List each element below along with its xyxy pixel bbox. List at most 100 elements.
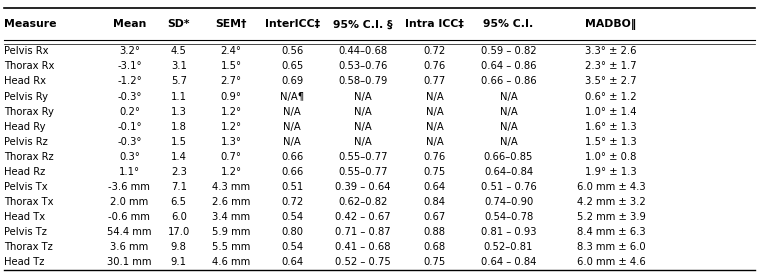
Text: 1.4: 1.4	[171, 152, 187, 162]
Text: 0.64 – 0.86: 0.64 – 0.86	[480, 61, 537, 71]
Text: 2.3° ± 1.7: 2.3° ± 1.7	[585, 61, 637, 71]
Text: 0.44–0.68: 0.44–0.68	[339, 46, 387, 56]
Text: Thorax Ry: Thorax Ry	[4, 107, 54, 117]
Text: 8.4 mm ± 6.3: 8.4 mm ± 6.3	[577, 227, 645, 237]
Text: 1.2°: 1.2°	[221, 107, 241, 117]
Text: Pelvis Tx: Pelvis Tx	[4, 182, 47, 192]
Text: 7.1: 7.1	[171, 182, 187, 192]
Text: N/A: N/A	[499, 92, 518, 102]
Text: 2.4°: 2.4°	[221, 46, 241, 56]
Text: 4.6 mm: 4.6 mm	[212, 257, 250, 267]
Text: 0.62–0.82: 0.62–0.82	[338, 197, 388, 207]
Text: N/A: N/A	[426, 107, 443, 117]
Text: 0.53–0.76: 0.53–0.76	[338, 61, 388, 71]
Text: 0.66: 0.66	[281, 167, 304, 177]
Text: 0.65: 0.65	[281, 61, 304, 71]
Text: -0.3°: -0.3°	[117, 137, 142, 147]
Text: 5.2 mm ± 3.9: 5.2 mm ± 3.9	[577, 212, 645, 222]
Text: 1.0° ± 0.8: 1.0° ± 0.8	[585, 152, 637, 162]
Text: 4.3 mm: 4.3 mm	[212, 182, 250, 192]
Text: Head Tz: Head Tz	[4, 257, 44, 267]
Text: Intra ICC‡: Intra ICC‡	[405, 20, 464, 29]
Text: 0.58–0.79: 0.58–0.79	[338, 76, 388, 86]
Text: Thorax Tz: Thorax Tz	[4, 242, 52, 252]
Text: 1.1: 1.1	[171, 92, 187, 102]
Text: 0.42 – 0.67: 0.42 – 0.67	[335, 212, 391, 222]
Text: 0.56: 0.56	[281, 46, 304, 56]
Text: -0.1°: -0.1°	[117, 122, 142, 132]
Text: 1.0° ± 1.4: 1.0° ± 1.4	[585, 107, 637, 117]
Text: 95% C.I. §: 95% C.I. §	[333, 20, 392, 29]
Text: 0.39 – 0.64: 0.39 – 0.64	[335, 182, 391, 192]
Text: 4.5: 4.5	[171, 46, 187, 56]
Text: 2.3: 2.3	[171, 167, 187, 177]
Text: Thorax Rz: Thorax Rz	[4, 152, 53, 162]
Text: 0.66–0.85: 0.66–0.85	[483, 152, 534, 162]
Text: 0.59 – 0.82: 0.59 – 0.82	[480, 46, 537, 56]
Text: 0.54–0.78: 0.54–0.78	[484, 212, 533, 222]
Text: 0.51: 0.51	[281, 182, 304, 192]
Text: 1.2°: 1.2°	[221, 167, 241, 177]
Text: 1.6° ± 1.3: 1.6° ± 1.3	[585, 122, 637, 132]
Text: 6.5: 6.5	[171, 197, 187, 207]
Text: 2.0 mm: 2.0 mm	[110, 197, 149, 207]
Text: 1.5: 1.5	[171, 137, 187, 147]
Text: 0.64: 0.64	[424, 182, 446, 192]
Text: 5.5 mm: 5.5 mm	[212, 242, 250, 252]
Text: 6.0 mm ± 4.3: 6.0 mm ± 4.3	[577, 182, 645, 192]
Text: 0.7°: 0.7°	[221, 152, 241, 162]
Text: 1.1°: 1.1°	[119, 167, 140, 177]
Text: N/A: N/A	[499, 122, 518, 132]
Text: N/A: N/A	[499, 107, 518, 117]
Text: 0.55–0.77: 0.55–0.77	[338, 152, 388, 162]
Text: 0.52 – 0.75: 0.52 – 0.75	[335, 257, 391, 267]
Text: 6.0: 6.0	[171, 212, 187, 222]
Text: 17.0: 17.0	[168, 227, 190, 237]
Text: 0.69: 0.69	[281, 76, 304, 86]
Text: 0.41 – 0.68: 0.41 – 0.68	[335, 242, 391, 252]
Text: Pelvis Rz: Pelvis Rz	[4, 137, 48, 147]
Text: 0.88: 0.88	[424, 227, 446, 237]
Text: 0.76: 0.76	[424, 61, 446, 71]
Text: Measure: Measure	[4, 20, 56, 29]
Text: 0.64–0.84: 0.64–0.84	[484, 167, 533, 177]
Text: N/A: N/A	[426, 122, 443, 132]
Text: 9.1: 9.1	[171, 257, 187, 267]
Text: -1.2°: -1.2°	[117, 76, 142, 86]
Text: 3.6 mm: 3.6 mm	[110, 242, 149, 252]
Text: 0.71 – 0.87: 0.71 – 0.87	[335, 227, 391, 237]
Text: N/A: N/A	[283, 122, 301, 132]
Text: Mean: Mean	[113, 20, 146, 29]
Text: 4.2 mm ± 3.2: 4.2 mm ± 3.2	[577, 197, 645, 207]
Text: InterICC‡: InterICC‡	[265, 20, 320, 29]
Text: 2.6 mm: 2.6 mm	[212, 197, 250, 207]
Text: 1.8: 1.8	[171, 122, 187, 132]
Text: 0.51 – 0.76: 0.51 – 0.76	[480, 182, 537, 192]
Text: 9.8: 9.8	[171, 242, 187, 252]
Text: 0.67: 0.67	[424, 212, 446, 222]
Text: 95% C.I.: 95% C.I.	[483, 20, 534, 29]
Text: Thorax Rx: Thorax Rx	[4, 61, 54, 71]
Text: SEM†: SEM†	[216, 20, 247, 29]
Text: Head Rx: Head Rx	[4, 76, 46, 86]
Text: N/A: N/A	[426, 92, 443, 102]
Text: 2.7°: 2.7°	[221, 76, 241, 86]
Text: 3.4 mm: 3.4 mm	[212, 212, 250, 222]
Text: N/A: N/A	[354, 107, 372, 117]
Text: 0.6° ± 1.2: 0.6° ± 1.2	[585, 92, 637, 102]
Text: 0.77: 0.77	[424, 76, 446, 86]
Text: 0.74–0.90: 0.74–0.90	[484, 197, 533, 207]
Text: 0.66 – 0.86: 0.66 – 0.86	[480, 76, 537, 86]
Text: -3.1°: -3.1°	[117, 61, 142, 71]
Text: 0.66: 0.66	[281, 152, 304, 162]
Text: Head Ry: Head Ry	[4, 122, 46, 132]
Text: -0.3°: -0.3°	[117, 92, 142, 102]
Text: 0.52–0.81: 0.52–0.81	[483, 242, 534, 252]
Text: SD*: SD*	[168, 20, 190, 29]
Text: -3.6 mm: -3.6 mm	[109, 182, 150, 192]
Text: MADBO‖: MADBO‖	[585, 19, 637, 30]
Text: 30.1 mm: 30.1 mm	[107, 257, 152, 267]
Text: 0.64: 0.64	[281, 257, 304, 267]
Text: 0.72: 0.72	[281, 197, 304, 207]
Text: Head Tx: Head Tx	[4, 212, 45, 222]
